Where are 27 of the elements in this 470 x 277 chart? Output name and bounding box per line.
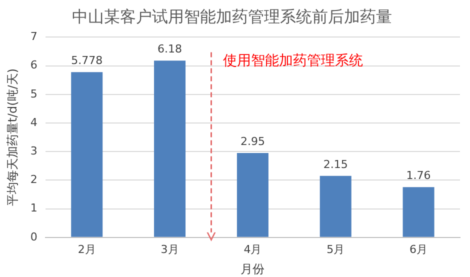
data-label: 5.778 xyxy=(71,54,103,68)
data-label: 2.95 xyxy=(240,135,265,148)
x-axis-title: 月份 xyxy=(240,262,265,276)
x-tick-label: 4月 xyxy=(244,242,262,256)
x-tick-label: 2月 xyxy=(78,242,96,256)
x-tick-label: 3月 xyxy=(160,242,179,256)
annotation: 使用智能加药管理系统 xyxy=(223,53,364,70)
bar xyxy=(154,60,186,237)
bar xyxy=(236,153,268,237)
x-tick-label: 6月 xyxy=(410,242,428,256)
y-axis-title: 平均每天加药量t/d(吨/天) xyxy=(5,68,20,206)
y-tick-label: 4 xyxy=(30,116,38,129)
x-tick-label: 5月 xyxy=(326,242,345,256)
y-tick-label: 0 xyxy=(30,230,38,244)
y-tick-label: 1 xyxy=(30,202,38,215)
y-tick-label: 3 xyxy=(30,144,38,158)
data-label: 2.15 xyxy=(323,158,348,171)
data-label: 1.76 xyxy=(406,169,431,182)
y-tick-label: 5 xyxy=(30,87,38,100)
bar xyxy=(71,72,103,237)
chart-title: 中山某客户试用智能加药管理系统前后加药量 xyxy=(72,6,392,26)
y-tick-label: 7 xyxy=(30,30,38,44)
bar xyxy=(402,187,434,237)
bar xyxy=(320,176,352,237)
y-tick-label: 6 xyxy=(30,58,38,72)
y-tick-label: 2 xyxy=(30,173,38,186)
data-label: 6.18 xyxy=(158,42,182,56)
